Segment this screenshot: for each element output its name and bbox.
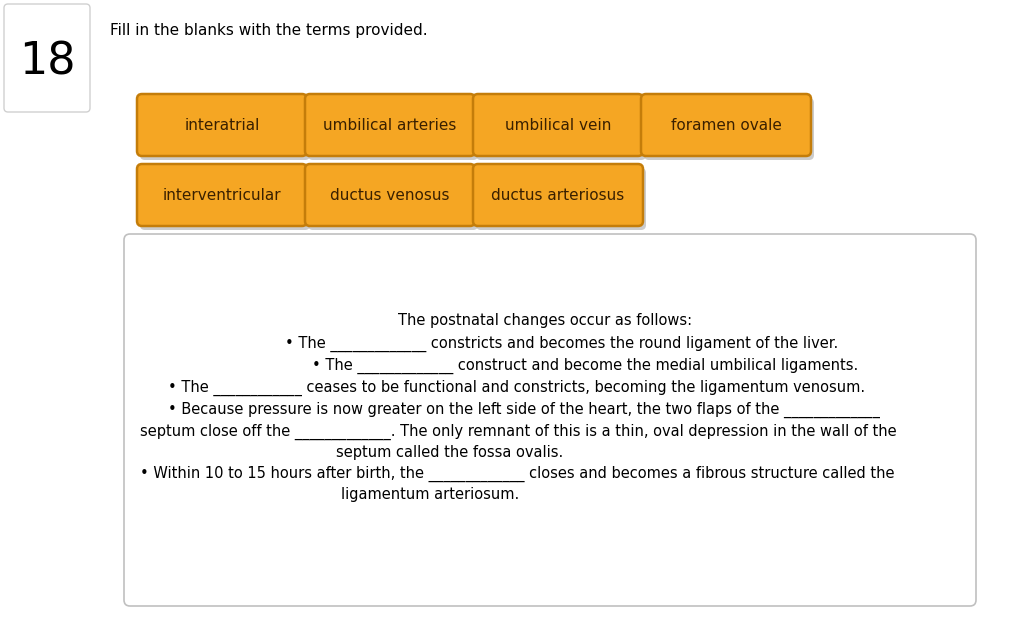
Text: 18: 18 xyxy=(18,40,75,83)
Text: septum close off the _____________. The only remnant of this is a thin, oval dep: septum close off the _____________. The … xyxy=(140,424,897,440)
FancyBboxPatch shape xyxy=(137,164,307,226)
FancyBboxPatch shape xyxy=(140,98,310,160)
FancyBboxPatch shape xyxy=(476,98,646,160)
Text: umbilical arteries: umbilical arteries xyxy=(324,118,457,133)
Text: ductus arteriosus: ductus arteriosus xyxy=(492,188,625,202)
FancyBboxPatch shape xyxy=(473,164,643,226)
FancyBboxPatch shape xyxy=(473,94,643,156)
Text: foramen ovale: foramen ovale xyxy=(671,118,781,133)
FancyBboxPatch shape xyxy=(308,98,478,160)
Text: • The ____________ ceases to be functional and constricts, becoming the ligament: • The ____________ ceases to be function… xyxy=(168,380,865,396)
FancyBboxPatch shape xyxy=(137,94,307,156)
FancyBboxPatch shape xyxy=(305,164,475,226)
Text: septum called the fossa ovalis.: septum called the fossa ovalis. xyxy=(336,444,563,459)
FancyBboxPatch shape xyxy=(308,168,478,230)
FancyBboxPatch shape xyxy=(140,168,310,230)
Text: umbilical vein: umbilical vein xyxy=(505,118,611,133)
FancyBboxPatch shape xyxy=(644,98,814,160)
Text: interatrial: interatrial xyxy=(184,118,260,133)
Text: The postnatal changes occur as follows:: The postnatal changes occur as follows: xyxy=(398,312,692,327)
FancyBboxPatch shape xyxy=(4,4,90,112)
Text: • Because pressure is now greater on the left side of the heart, the two flaps o: • Because pressure is now greater on the… xyxy=(168,402,880,418)
Text: ductus venosus: ductus venosus xyxy=(331,188,450,202)
Text: ligamentum arteriosum.: ligamentum arteriosum. xyxy=(341,487,519,502)
Text: interventricular: interventricular xyxy=(163,188,282,202)
FancyBboxPatch shape xyxy=(641,94,811,156)
Text: Fill in the blanks with the terms provided.: Fill in the blanks with the terms provid… xyxy=(110,23,428,37)
Text: • The _____________ constricts and becomes the round ligament of the liver.: • The _____________ constricts and becom… xyxy=(285,336,839,352)
FancyBboxPatch shape xyxy=(476,168,646,230)
FancyBboxPatch shape xyxy=(305,94,475,156)
Text: • The _____________ construct and become the medial umbilical ligaments.: • The _____________ construct and become… xyxy=(312,358,858,374)
Text: • Within 10 to 15 hours after birth, the _____________ closes and becomes a fibr: • Within 10 to 15 hours after birth, the… xyxy=(140,466,895,482)
FancyBboxPatch shape xyxy=(124,234,976,606)
